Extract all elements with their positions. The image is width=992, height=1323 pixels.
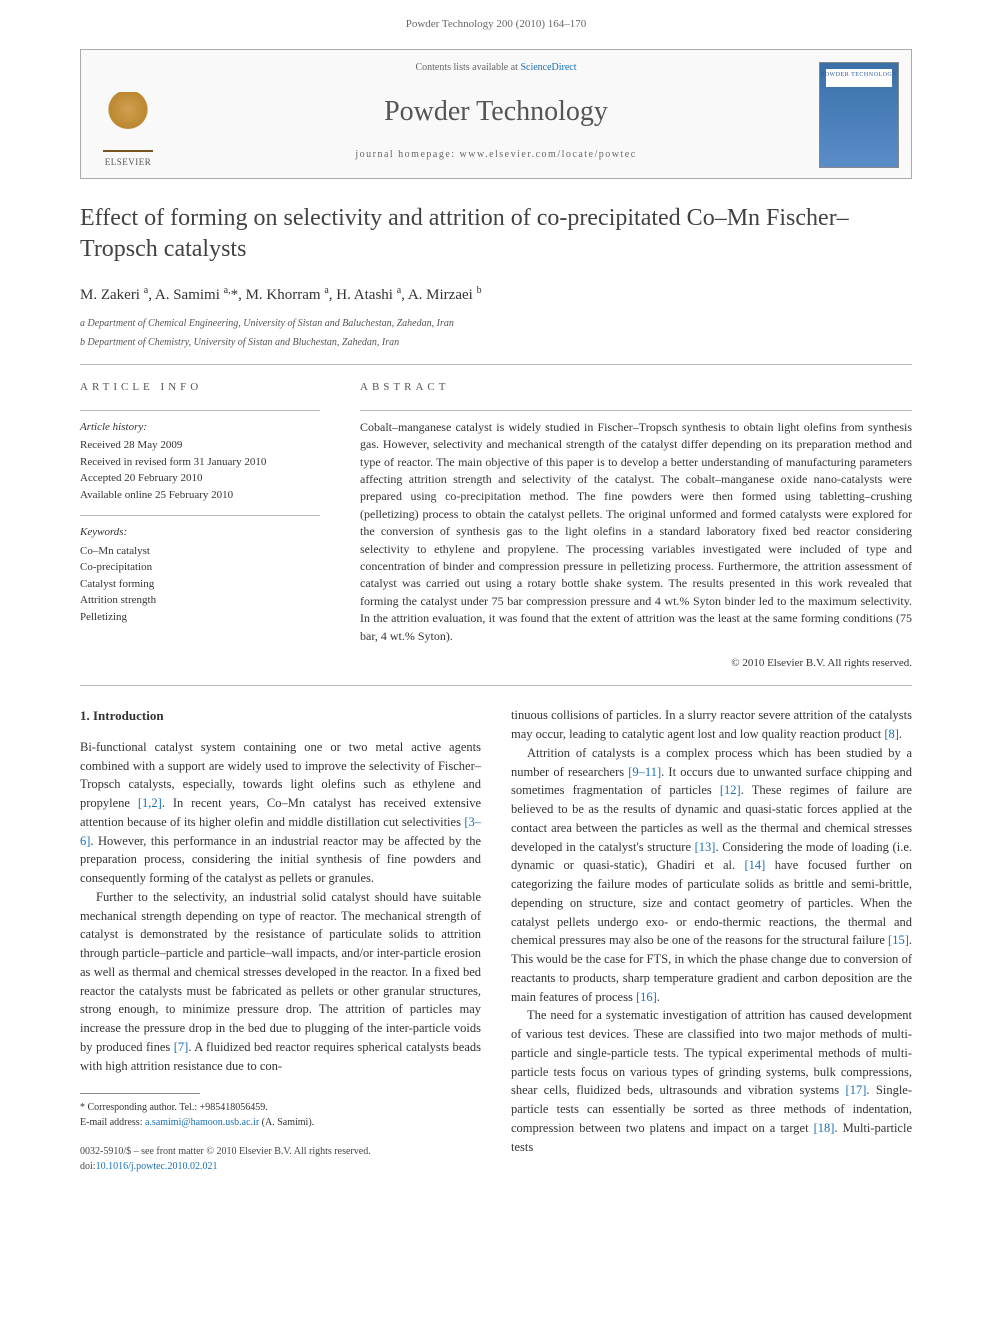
- doi-link[interactable]: 10.1016/j.powtec.2010.02.021: [96, 1161, 218, 1172]
- journal-banner: ELSEVIER Contents lists available at Sci…: [80, 49, 912, 179]
- homepage-prefix: journal homepage:: [355, 149, 459, 160]
- body-paragraph: Further to the selectivity, an industria…: [80, 888, 481, 1076]
- journal-homepage: journal homepage: www.elsevier.com/locat…: [81, 147, 911, 162]
- doi-line: doi:10.1016/j.powtec.2010.02.021: [80, 1159, 481, 1174]
- copyright-line: © 2010 Elsevier B.V. All rights reserved…: [360, 655, 912, 672]
- keyword: Catalyst forming: [80, 576, 320, 593]
- abstract-label: ABSTRACT: [360, 379, 912, 396]
- divider: [80, 410, 320, 411]
- history-accepted: Accepted 20 February 2010: [80, 470, 320, 487]
- running-header: Powder Technology 200 (2010) 164–170: [0, 0, 992, 41]
- article-info-label: ARTICLE INFO: [80, 379, 320, 396]
- sciencedirect-link[interactable]: ScienceDirect: [520, 62, 576, 73]
- corresponding-author-note: * Corresponding author. Tel.: +985418056…: [80, 1100, 481, 1115]
- body-paragraph: Attrition of catalysts is a complex proc…: [511, 744, 912, 1007]
- history-revised: Received in revised form 31 January 2010: [80, 454, 320, 471]
- divider: [80, 515, 320, 516]
- email-link[interactable]: a.samimi@hamoon.usb.ac.ir: [145, 1117, 259, 1128]
- contents-list-line: Contents lists available at ScienceDirec…: [81, 60, 911, 75]
- divider: [360, 410, 912, 411]
- section-heading-introduction: 1. Introduction: [80, 706, 481, 726]
- corresponding-email: E-mail address: a.samimi@hamoon.usb.ac.i…: [80, 1115, 481, 1130]
- history-label: Article history:: [80, 419, 320, 436]
- history-online: Available online 25 February 2010: [80, 487, 320, 504]
- divider: [80, 685, 912, 686]
- body-paragraph: tinuous collisions of particles. In a sl…: [511, 706, 912, 744]
- doi-label: doi:: [80, 1161, 96, 1172]
- affiliation-a: a Department of Chemical Engineering, Un…: [80, 316, 912, 331]
- journal-cover-thumb: POWDER TECHNOLOGY: [819, 62, 899, 168]
- body-paragraph: The need for a systematic investigation …: [511, 1006, 912, 1156]
- journal-title: Powder Technology: [81, 91, 911, 133]
- keywords-label: Keywords:: [80, 524, 320, 541]
- homepage-url: www.elsevier.com/locate/powtec: [460, 149, 637, 160]
- email-suffix: (A. Samimi).: [259, 1117, 314, 1128]
- keyword: Pelletizing: [80, 609, 320, 626]
- email-label: E-mail address:: [80, 1117, 145, 1128]
- keyword: Attrition strength: [80, 592, 320, 609]
- author-list: M. Zakeri a, A. Samimi a,*, M. Khorram a…: [80, 283, 912, 307]
- body-paragraph: Bi-functional catalyst system containing…: [80, 738, 481, 888]
- contents-prefix: Contents lists available at: [415, 62, 520, 73]
- front-matter-line: 0032-5910/$ – see front matter © 2010 El…: [80, 1144, 481, 1159]
- abstract-text: Cobalt–manganese catalyst is widely stud…: [360, 419, 912, 645]
- keyword: Co–Mn catalyst: [80, 543, 320, 560]
- footer-block: 0032-5910/$ – see front matter © 2010 El…: [80, 1144, 481, 1174]
- divider: [80, 364, 912, 365]
- cover-title-text: POWDER TECHNOLOGY: [820, 71, 898, 80]
- history-received: Received 28 May 2009: [80, 437, 320, 454]
- article-title: Effect of forming on selectivity and att…: [80, 203, 912, 265]
- keyword: Co-precipitation: [80, 559, 320, 576]
- affiliation-b: b Department of Chemistry, University of…: [80, 335, 912, 350]
- footnote-rule: [80, 1093, 200, 1094]
